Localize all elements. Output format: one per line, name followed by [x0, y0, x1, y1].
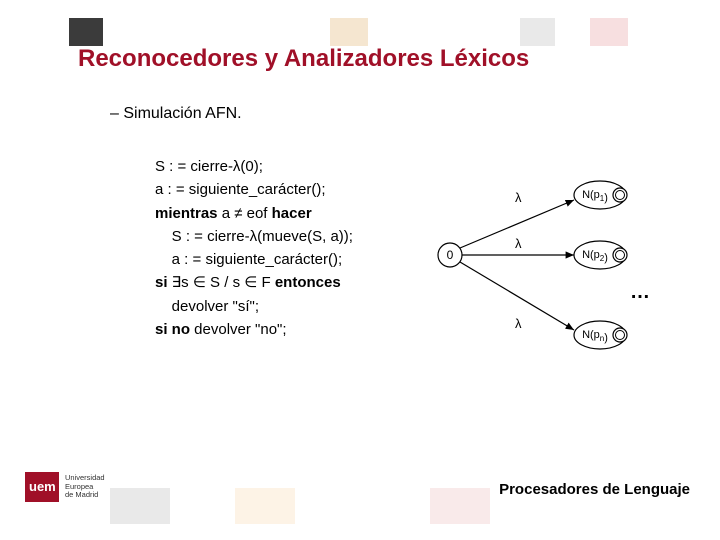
deco-block: [235, 488, 295, 524]
subtitle: – Simulación AFN.: [110, 105, 242, 123]
deco-block: [330, 18, 368, 46]
logo-mark: [25, 472, 59, 502]
deco-block: [110, 488, 170, 524]
code-frag: devolver "no";: [190, 321, 287, 338]
kw-si: si: [155, 274, 168, 291]
edge-label: λ: [515, 316, 522, 331]
deco-block: [430, 488, 490, 524]
accept-state-inner: [616, 331, 625, 340]
footer-title: Procesadores de Lenguaje: [499, 481, 690, 498]
code-line: devolver "sí";: [155, 298, 259, 315]
pseudocode-block: S : = cierre-λ(0); a : = siguiente_carác…: [155, 155, 353, 341]
code-line: S : = cierre-λ(mueve(S, a));: [155, 228, 353, 245]
code-line: S : = cierre-λ(0);: [155, 158, 263, 175]
kw-sino: si no: [155, 321, 190, 338]
code-frag: a ≠ eof: [218, 205, 272, 222]
page-title: Reconocedores y Analizadores Léxicos: [78, 45, 529, 73]
ellipsis: …: [630, 281, 650, 303]
code-line: a : = siguiente_carácter();: [155, 181, 326, 198]
code-line: a : = siguiente_carácter();: [155, 251, 342, 268]
university-logo: Universidad Europea de Madrid: [25, 472, 105, 502]
accept-state-inner: [616, 251, 625, 260]
deco-block: [69, 18, 103, 46]
deco-block: [590, 18, 628, 46]
logo-text: Universidad Europea de Madrid: [65, 474, 105, 500]
edge-label: λ: [515, 190, 522, 205]
code-frag: ∃s ∈ S / s ∈ F: [168, 274, 275, 291]
edge-label: λ: [515, 236, 522, 251]
afn-diagram: λ λ λ 0 N(p1) N(p2) … N(pn): [430, 160, 690, 370]
kw-mientras: mientras: [155, 205, 218, 222]
kw-hacer: hacer: [272, 205, 312, 222]
deco-block: [520, 18, 555, 46]
state-zero-label: 0: [447, 248, 454, 262]
accept-state-inner: [616, 191, 625, 200]
kw-entonces: entonces: [275, 274, 341, 291]
